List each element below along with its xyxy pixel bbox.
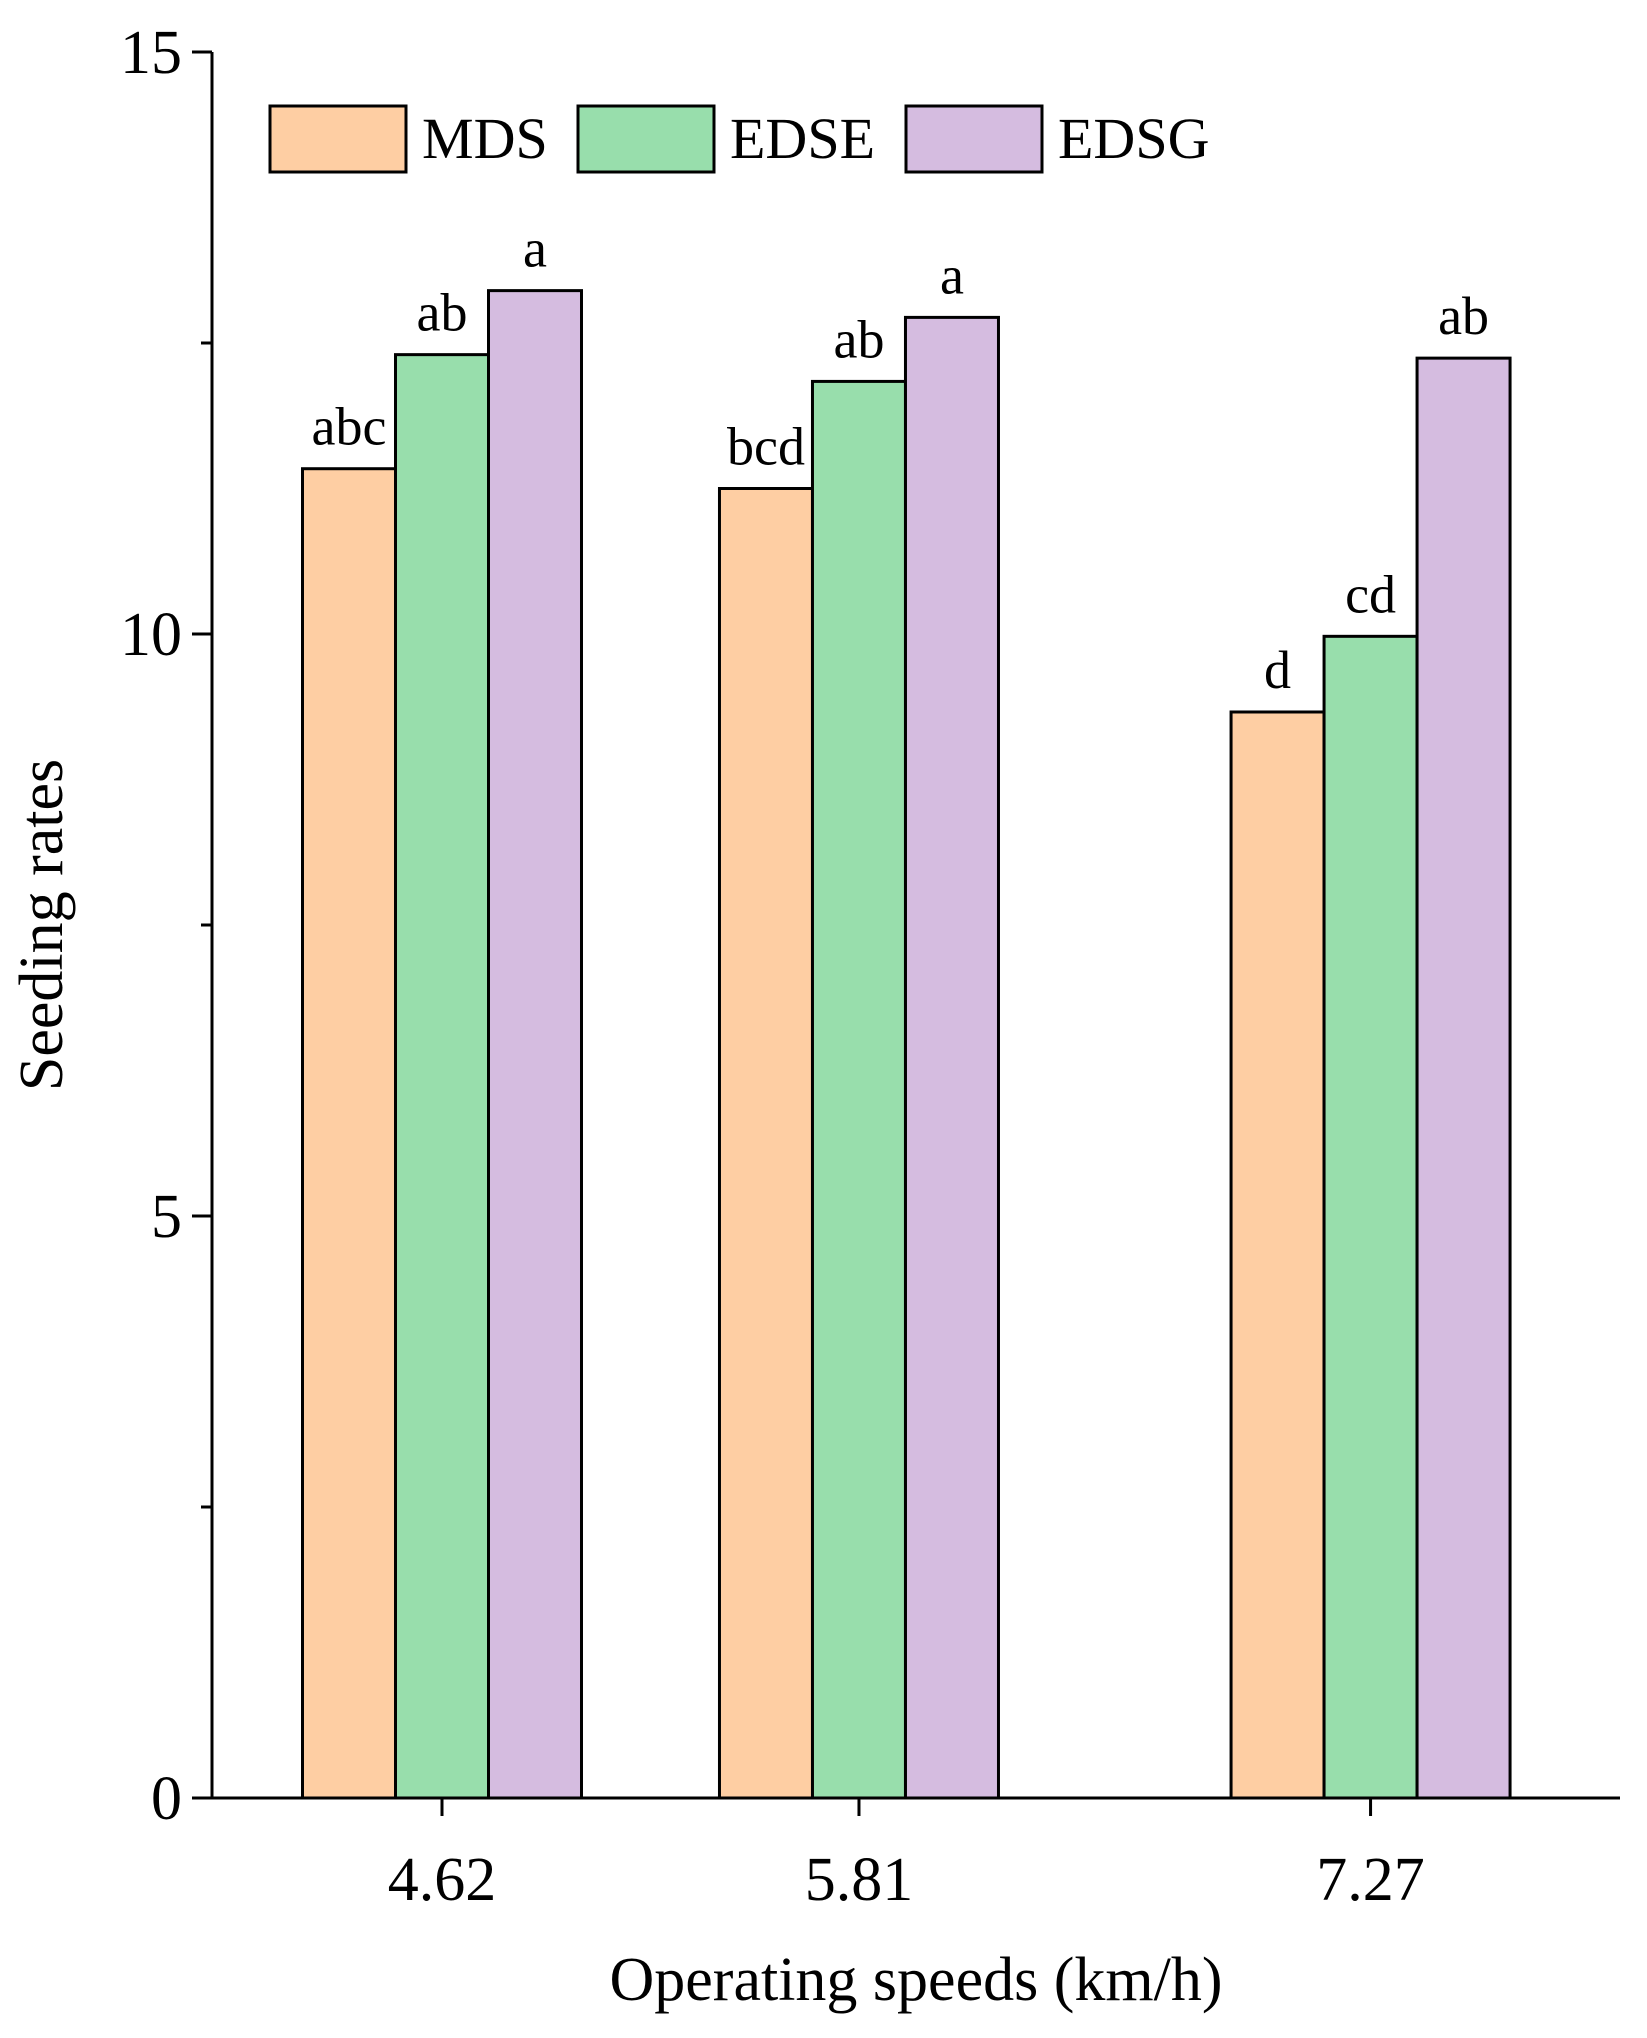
legend-label-edsg: EDSG [1058,106,1209,171]
bar-data-label: abc [312,397,387,457]
bars [301,289,1512,1800]
bar-mds [1229,710,1326,1800]
bar-edsg [903,315,1000,1800]
bar-data-label: ab [833,309,884,369]
bar-data-label: cd [1345,564,1396,624]
bar-data-label: bcd [727,417,805,477]
bar-data-label: a [523,219,547,279]
bar-data-label: ab [417,283,468,343]
y-tick-label: 5 [151,1183,182,1251]
bar-edse [810,379,907,1800]
x-axis-title: Operating speeds (km/h) [610,1946,1223,2014]
bar-edse [394,353,490,1800]
y-tick-label: 10 [120,601,182,669]
x-tick-label: 5.81 [805,1846,914,1914]
legend-swatch-edsg [904,104,1044,174]
legend-swatch-mds [268,104,408,174]
x-tick-label: 7.27 [1316,1846,1425,1914]
legend-swatch-edse [576,104,716,174]
bar-edsg [1415,356,1512,1800]
legend: MDS EDSE EDSG [268,104,1209,174]
bar-edse [1322,634,1419,1800]
y-ticks: 0 5 10 15 [120,19,212,1833]
legend-label-mds: MDS [422,106,548,171]
bar-mds [301,467,397,1800]
x-ticks: 4.62 5.81 7.27 [388,1798,1425,1914]
y-axis-title: Seeding rates [8,759,76,1091]
y-tick-label: 0 [151,1765,182,1833]
bar-mds [717,487,814,1800]
legend-label-edse: EDSE [730,106,875,171]
x-tick-label: 4.62 [388,1846,497,1914]
y-tick-label: 15 [120,19,182,87]
bar-data-label: d [1264,640,1291,700]
bar-edsg [487,289,583,1800]
bar-data-label: a [940,245,964,305]
bar-data-label: ab [1438,286,1489,346]
